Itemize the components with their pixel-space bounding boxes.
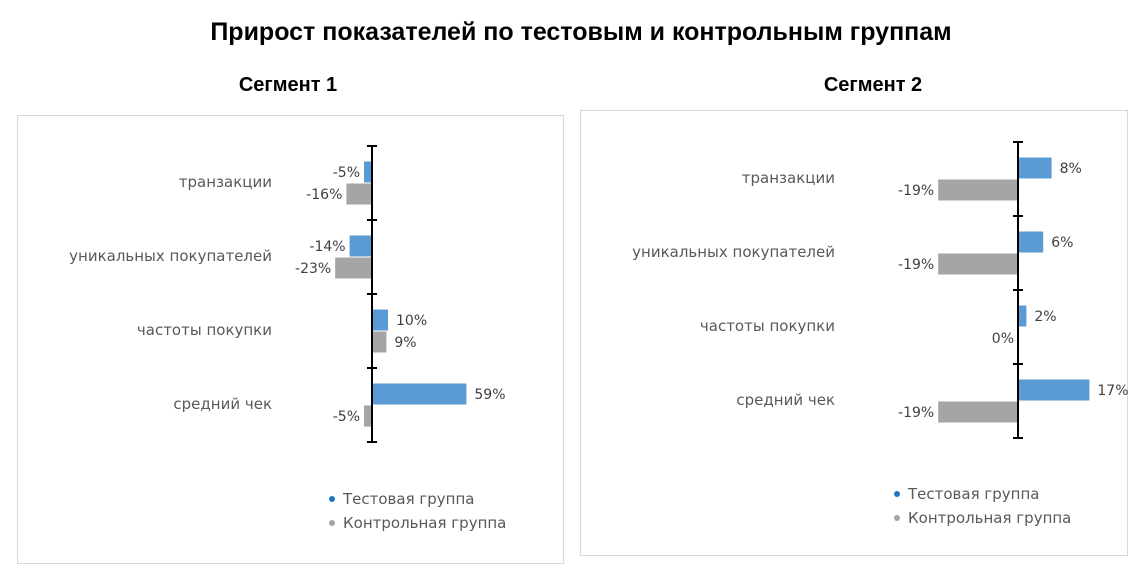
- category-label-средний-чек: средний чек: [173, 395, 272, 413]
- chart-segment-1: транзакции -5% -16% уникальных покупателей -…: [69, 145, 506, 443]
- data-label-control-уникальных-покупателей: -23%: [295, 261, 331, 277]
- data-label-control-частоты-покупки: 9%: [394, 335, 416, 351]
- page-title: Прирост показателей по тестовым и контро…: [210, 18, 952, 46]
- data-label-control-уникальных-покупателей: -19%: [898, 257, 934, 273]
- category-label-средний-чек: средний чек: [736, 391, 835, 409]
- bar-test-средний-чек: [1018, 379, 1090, 401]
- bar-test-средний-чек: [372, 383, 467, 405]
- data-label-test-частоты-покупки: 10%: [396, 313, 427, 329]
- segment-2-title: Сегмент 2: [823, 74, 923, 96]
- legend-segment-1: Тестовая группа Контрольная группа: [329, 487, 506, 535]
- legend-item-control: Контрольная группа: [894, 506, 1071, 530]
- bar-test-частоты-покупки: [372, 309, 388, 331]
- data-label-control-частоты-покупки: 0%: [992, 331, 1014, 347]
- data-label-test-уникальных-покупателей: 6%: [1051, 235, 1073, 251]
- data-label-test-средний-чек: 59%: [474, 387, 505, 403]
- category-label-уникальных-покупателей: уникальных покупателей: [69, 247, 272, 265]
- chart-segment-2: транзакции 8% -19% уникальных покупателей 6%…: [632, 141, 1129, 439]
- category-label-транзакции: транзакции: [179, 173, 272, 191]
- legend-item-test: Тестовая группа: [329, 487, 506, 511]
- data-label-test-средний-чек: 17%: [1097, 383, 1128, 399]
- legend-label-control: Контрольная группа: [343, 514, 507, 532]
- legend-label-control: Контрольная группа: [908, 509, 1072, 527]
- bar-control-уникальных-покупателей: [938, 253, 1018, 275]
- legend-item-control: Контрольная группа: [329, 511, 506, 535]
- data-label-control-средний-чек: -5%: [333, 409, 360, 425]
- bar-test-уникальных-покупателей: [1018, 231, 1044, 253]
- data-label-test-транзакции: 8%: [1060, 161, 1082, 177]
- data-label-control-транзакции: -19%: [898, 183, 934, 199]
- chart-panel-segment-1: транзакции -5% -16% уникальных покупателей -…: [17, 115, 564, 564]
- legend-marker-control: [894, 515, 900, 521]
- bar-test-транзакции: [1018, 157, 1052, 179]
- legend-marker-test: [894, 491, 900, 497]
- data-label-test-уникальных-покупателей: -14%: [309, 239, 345, 255]
- chart-panel-segment-2: транзакции 8% -19% уникальных покупателей 6%…: [580, 110, 1129, 556]
- legend-marker-test: [329, 496, 335, 502]
- legend-marker-control: [329, 520, 335, 526]
- data-label-test-частоты-покупки: 2%: [1034, 309, 1056, 325]
- category-label-частоты-покупки: частоты покупки: [700, 317, 835, 335]
- category-label-транзакции: транзакции: [742, 169, 835, 187]
- segment-1-title: Сегмент 1: [238, 74, 338, 96]
- data-label-control-средний-чек: -19%: [898, 405, 934, 421]
- category-label-частоты-покупки: частоты покупки: [137, 321, 272, 339]
- bar-test-уникальных-покупателей: [349, 235, 372, 257]
- legend-label-test: Тестовая группа: [343, 490, 475, 508]
- category-label-уникальных-покупателей: уникальных покупателей: [632, 243, 835, 261]
- bar-control-транзакции: [346, 183, 372, 205]
- bar-control-транзакции: [938, 179, 1018, 201]
- bar-control-средний-чек: [364, 405, 372, 427]
- legend-segment-2: Тестовая группа Контрольная группа: [894, 482, 1071, 530]
- legend-label-test: Тестовая группа: [908, 485, 1040, 503]
- bar-control-частоты-покупки: [372, 331, 387, 353]
- bar-test-транзакции: [364, 161, 372, 183]
- data-label-test-транзакции: -5%: [333, 165, 360, 181]
- bar-control-уникальных-покупателей: [335, 257, 372, 279]
- legend-item-test: Тестовая группа: [894, 482, 1071, 506]
- bar-test-частоты-покупки: [1018, 305, 1027, 327]
- bar-control-средний-чек: [938, 401, 1018, 423]
- data-label-control-транзакции: -16%: [306, 187, 342, 203]
